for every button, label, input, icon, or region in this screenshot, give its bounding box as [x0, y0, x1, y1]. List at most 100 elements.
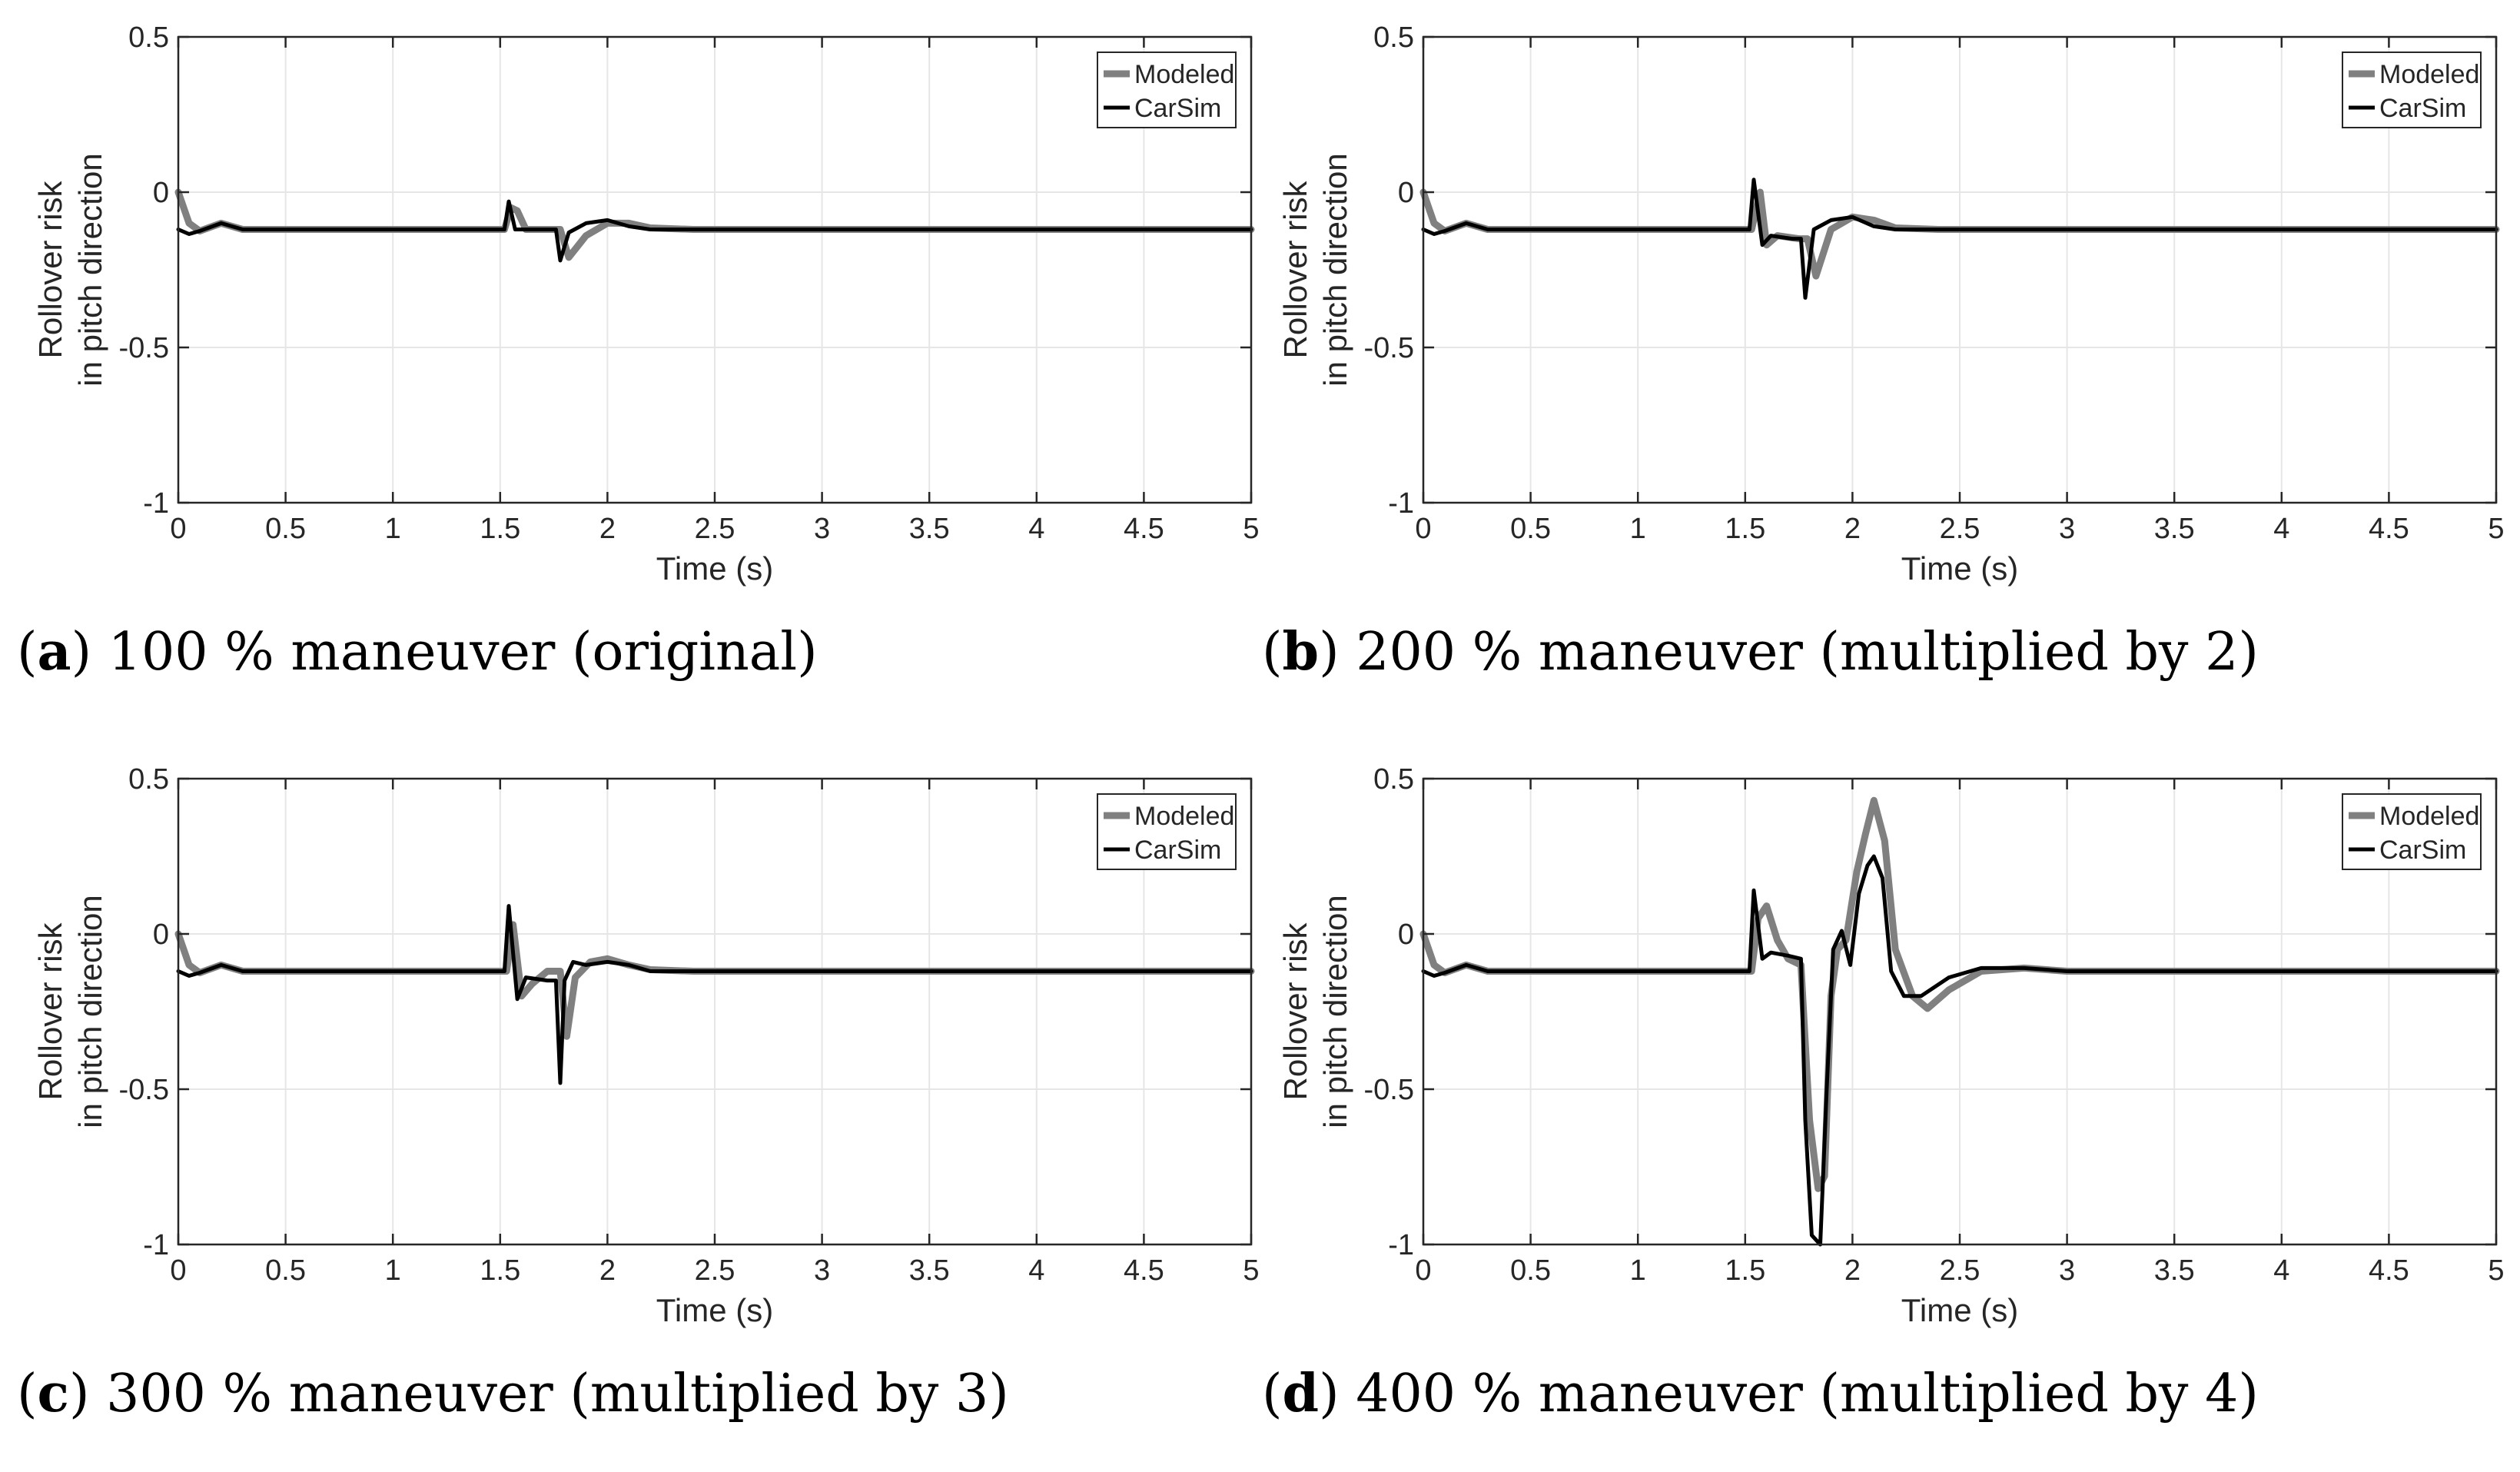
x-tick-label: 4	[1028, 513, 1044, 545]
x-tick-label: 5	[2488, 1254, 2504, 1287]
x-axis-label: Time (s)	[1901, 550, 2018, 586]
legend-box	[2342, 52, 2482, 128]
y-axis-label-line: in pitch direction	[72, 153, 108, 387]
y-axis-label: Rollover risk in pitch direction	[1277, 153, 1353, 387]
legend-box	[2342, 793, 2482, 870]
x-tick-label: 1	[385, 513, 401, 545]
panel-c: 0 0.5 1 1.5 2 2.5 3 3.5 4 4.5 5 -1 -0.5 0 0.5 Time (s) R…	[0, 742, 1260, 1472]
x-tick-label: 2	[1844, 1254, 1861, 1287]
x-tick-label: 3	[2059, 1254, 2075, 1287]
y-tick-label: -0.5	[1364, 332, 1414, 364]
x-axis-label: Time (s)	[1901, 1292, 2018, 1328]
y-tick-label: -0.5	[1364, 1074, 1414, 1106]
x-tick-label: 4.5	[1124, 513, 1164, 545]
x-tick-label: 0	[170, 1254, 186, 1287]
legend-label-modeled: Modeled	[1134, 60, 1234, 89]
x-tick-label: 5	[2488, 513, 2504, 545]
x-axis-label: Time (s)	[656, 550, 773, 586]
chart-a: 0 0.5 1 1.5 2 2.5 3 3.5 4 4.5 5 -1 -0.5 0 0.5 Time (s) R…	[32, 22, 1260, 586]
x-tick-label: 1	[385, 1254, 401, 1287]
caption-b-text: ) 200 % maneuver (multiplied by 2)	[1319, 622, 2259, 683]
caption-a-letter: a	[37, 621, 71, 683]
caption-a-text: ) 100 % maneuver (original)	[71, 622, 818, 683]
legend: Modeled CarSim	[1097, 52, 1237, 128]
x-tick-label: 3.5	[2154, 1254, 2195, 1287]
caption-a: (a) 100 % maneuver (original)	[17, 621, 818, 683]
x-tick-label: 5	[1243, 1254, 1259, 1287]
x-tick-label: 3.5	[909, 1254, 950, 1287]
caption-d: (d) 400 % maneuver (multiplied by 4)	[1262, 1363, 2259, 1424]
x-tick-label: 0	[1415, 513, 1431, 545]
caption-d-letter: d	[1282, 1363, 1320, 1424]
legend-box	[1097, 793, 1237, 870]
y-axis-label-line: Rollover risk	[32, 180, 68, 358]
x-tick-label: 4.5	[2369, 513, 2409, 545]
panel-a: 0 0.5 1 1.5 2 2.5 3 3.5 4 4.5 5 -1 -0.5 0 0.5 Time (s) R…	[0, 0, 1260, 730]
y-axis-label-line: Rollover risk	[32, 922, 68, 1100]
x-tick-label: 4.5	[1124, 1254, 1164, 1287]
x-tick-label: 0.5	[1510, 1254, 1551, 1287]
y-tick-label: 0.5	[1373, 22, 1414, 54]
y-axis-label: Rollover risk in pitch direction	[32, 895, 108, 1128]
legend: Modeled CarSim	[1097, 793, 1237, 870]
legend-label-carsim: CarSim	[1134, 94, 1221, 123]
series-line-carsim	[176, 904, 1253, 1085]
caption-c: (c) 300 % maneuver (multiplied by 3)	[17, 1363, 1009, 1424]
series-line-carsim	[176, 199, 1253, 263]
chart-d: 0 0.5 1 1.5 2 2.5 3 3.5 4 4.5 5 -1 -0.5 0 0.5 Time (s) R…	[1277, 763, 2505, 1328]
y-axis-label: Rollover risk in pitch direction	[32, 153, 108, 387]
x-tick-label: 1.5	[1725, 1254, 1765, 1287]
x-tick-label: 1.5	[480, 1254, 520, 1287]
y-tick-label: -0.5	[119, 332, 169, 364]
x-tick-label: 2	[599, 513, 616, 545]
x-tick-label: 4	[2273, 1254, 2289, 1287]
y-tick-label: 0.5	[1373, 763, 1414, 796]
x-tick-label: 2.5	[695, 1254, 735, 1287]
x-tick-label: 1	[1630, 1254, 1646, 1287]
x-tick-label: 3	[814, 513, 830, 545]
y-tick-label: 0	[153, 919, 169, 951]
legend-box	[1097, 52, 1237, 128]
x-tick-label: 4	[1028, 1254, 1044, 1287]
x-tick-label: 0.5	[265, 513, 306, 545]
legend-label-carsim: CarSim	[2379, 94, 2466, 123]
x-tick-label: 2.5	[1940, 513, 1980, 545]
x-tick-label: 3.5	[909, 513, 950, 545]
x-axis-label: Time (s)	[656, 1292, 773, 1328]
chart-b: 0 0.5 1 1.5 2 2.5 3 3.5 4 4.5 5 -1 -0.5 0 0.5 Time (s) R…	[1277, 22, 2505, 586]
caption-b: (b) 200 % maneuver (multiplied by 2)	[1262, 621, 2259, 683]
y-tick-label: -0.5	[119, 1074, 169, 1106]
y-tick-label: -1	[143, 487, 169, 520]
y-axis-label-line: Rollover risk	[1277, 922, 1313, 1100]
legend-label-modeled: Modeled	[1134, 802, 1234, 831]
legend-label-carsim: CarSim	[2379, 836, 2466, 865]
x-tick-label: 0.5	[1510, 513, 1551, 545]
panel-b: 0 0.5 1 1.5 2 2.5 3 3.5 4 4.5 5 -1 -0.5 0 0.5 Time (s) R…	[1245, 0, 2505, 730]
x-tick-label: 4	[2273, 513, 2289, 545]
legend: Modeled CarSim	[2342, 52, 2482, 128]
y-tick-label: 0.5	[128, 763, 169, 796]
x-tick-label: 3	[2059, 513, 2075, 545]
x-tick-label: 1	[1630, 513, 1646, 545]
y-axis-label-line: in pitch direction	[1317, 153, 1353, 387]
caption-c-letter: c	[37, 1363, 69, 1424]
legend: Modeled CarSim	[2342, 793, 2482, 870]
x-tick-label: 4.5	[2369, 1254, 2409, 1287]
legend-label-modeled: Modeled	[2379, 802, 2479, 831]
x-tick-label: 2	[1844, 513, 1861, 545]
x-tick-label: 0	[1415, 1254, 1431, 1287]
caption-c-text: ) 300 % maneuver (multiplied by 3)	[68, 1364, 1009, 1424]
y-tick-label: -1	[1388, 487, 1414, 520]
y-axis-label-line: in pitch direction	[72, 895, 108, 1128]
y-tick-label: 0	[1398, 919, 1414, 951]
series-line-carsim	[1421, 178, 2498, 300]
legend-label-modeled: Modeled	[2379, 60, 2479, 89]
y-axis-label-line: in pitch direction	[1317, 895, 1353, 1128]
y-axis-label-line: Rollover risk	[1277, 180, 1313, 358]
caption-d-text: ) 400 % maneuver (multiplied by 4)	[1319, 1364, 2259, 1424]
y-tick-label: -1	[1388, 1229, 1414, 1261]
legend-label-carsim: CarSim	[1134, 836, 1221, 865]
x-tick-label: 1.5	[480, 513, 520, 545]
x-tick-label: 3.5	[2154, 513, 2195, 545]
